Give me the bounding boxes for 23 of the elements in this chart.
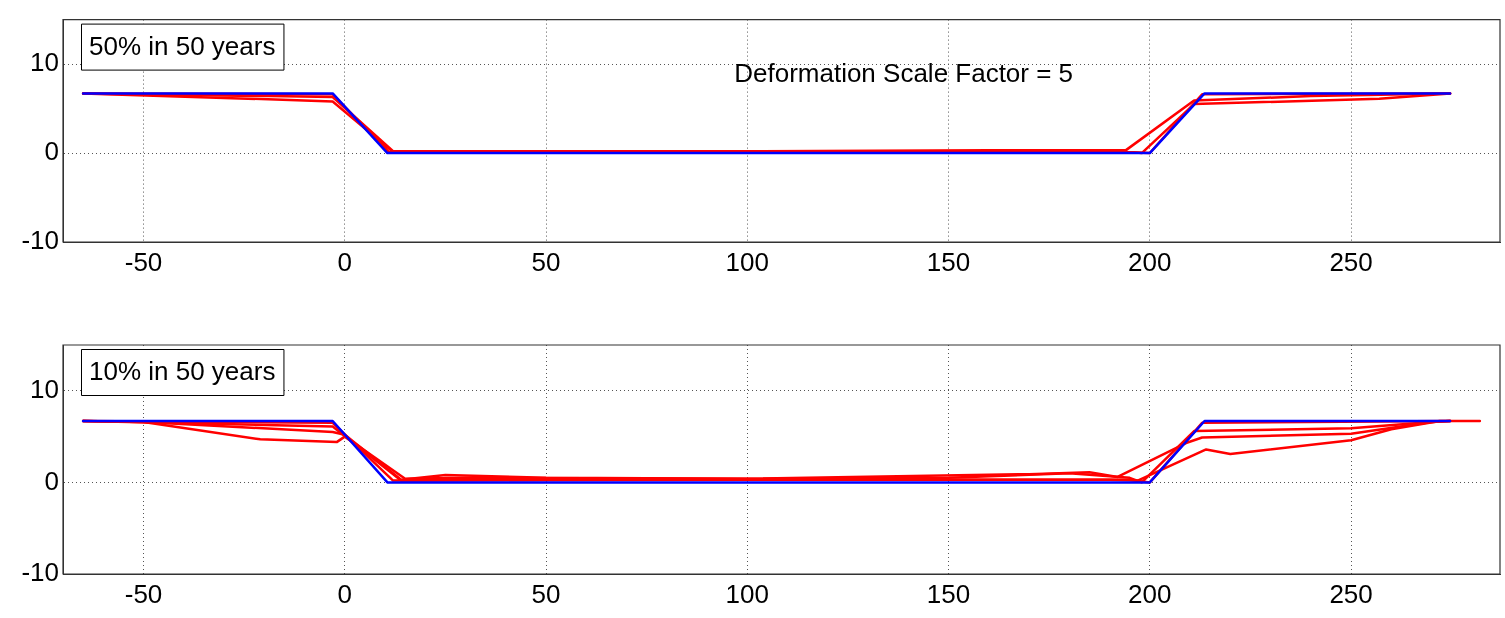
x-tick-label: -50 — [124, 246, 163, 277]
annotation: 50% in 50 years — [89, 30, 276, 61]
y-tick-label: -10 — [21, 557, 59, 588]
x-tick-label: 150 — [926, 578, 971, 609]
x-tick-label: 0 — [337, 246, 352, 277]
y-tick-label: 10 — [30, 47, 59, 78]
x-tick-label: 50 — [531, 578, 561, 609]
x-tick-label: 0 — [337, 578, 352, 609]
annotation: 10% in 50 years — [89, 356, 276, 387]
x-tick-label: 100 — [725, 246, 769, 277]
x-tick-label: 150 — [926, 246, 971, 277]
y-tick-label: 10 — [30, 373, 59, 404]
x-tick-label: 200 — [1128, 578, 1172, 609]
x-tick-label: -50 — [124, 578, 163, 609]
x-tick-label: 100 — [725, 578, 769, 609]
y-tick-label: 0 — [44, 465, 59, 496]
annotation: Deformation Scale Factor = 5 — [734, 57, 1074, 88]
x-tick-label: 250 — [1329, 578, 1373, 609]
y-tick-label: -10 — [21, 225, 59, 256]
x-tick-label: 200 — [1128, 246, 1172, 277]
x-tick-label: 250 — [1329, 246, 1373, 277]
y-tick-label: 0 — [44, 136, 59, 167]
x-tick-label: 50 — [531, 246, 561, 277]
